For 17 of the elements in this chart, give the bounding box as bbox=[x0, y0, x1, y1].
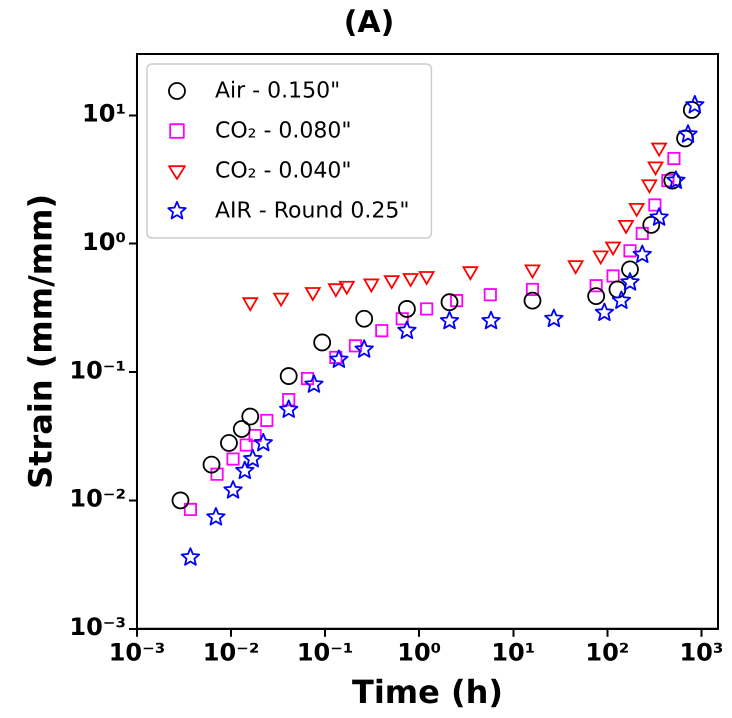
y-tick-label: 10⁻¹ bbox=[69, 356, 126, 384]
x-tick-label: 10⁻¹ bbox=[296, 638, 354, 666]
legend-label: AIR - Round 0.25" bbox=[214, 198, 410, 224]
x-tick-label: 10⁻² bbox=[202, 638, 260, 666]
x-tick-label: 10² bbox=[585, 638, 630, 666]
y-tick-label: 10¹ bbox=[82, 99, 126, 128]
legend-label: CO₂ - 0.080" bbox=[214, 118, 352, 144]
x-tick-label: 10¹ bbox=[491, 638, 536, 666]
y-tick-label: 10⁻² bbox=[69, 484, 126, 513]
legend-label: Air - 0.150" bbox=[214, 78, 340, 104]
y-axis-title: Strain (mm/mm) bbox=[22, 194, 60, 489]
y-tick-label: 10⁰ bbox=[82, 228, 126, 256]
x-axis-title: Time (h) bbox=[352, 673, 503, 712]
x-tick-label: 10⁰ bbox=[397, 638, 442, 666]
chart-title: (A) bbox=[344, 4, 394, 40]
x-tick-label: 10³ bbox=[679, 638, 724, 666]
legend-label: CO₂ - 0.040" bbox=[214, 158, 352, 184]
